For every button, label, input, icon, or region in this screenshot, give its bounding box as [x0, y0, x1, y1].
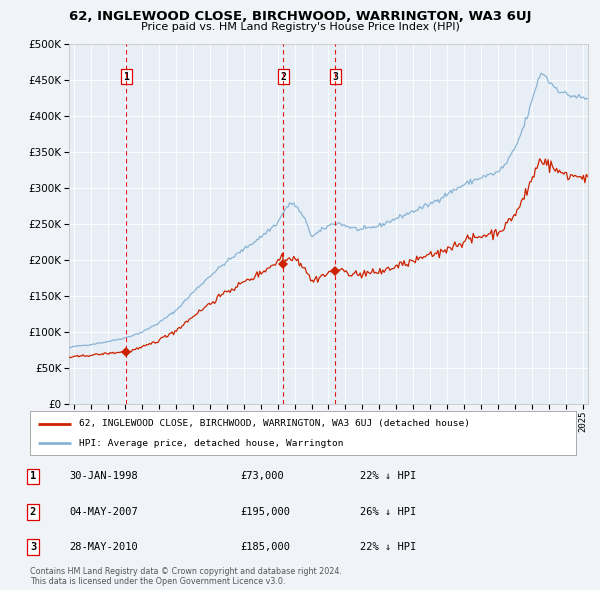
Text: 2: 2: [280, 71, 286, 81]
Text: 3: 3: [332, 71, 338, 81]
Text: 62, INGLEWOOD CLOSE, BIRCHWOOD, WARRINGTON, WA3 6UJ (detached house): 62, INGLEWOOD CLOSE, BIRCHWOOD, WARRINGT…: [79, 419, 470, 428]
Text: 22% ↓ HPI: 22% ↓ HPI: [360, 542, 416, 552]
Text: 2: 2: [30, 507, 36, 517]
Text: 26% ↓ HPI: 26% ↓ HPI: [360, 507, 416, 517]
Text: 22% ↓ HPI: 22% ↓ HPI: [360, 471, 416, 481]
Text: 3: 3: [30, 542, 36, 552]
Text: 30-JAN-1998: 30-JAN-1998: [69, 471, 138, 481]
Text: 28-MAY-2010: 28-MAY-2010: [69, 542, 138, 552]
Text: 1: 1: [30, 471, 36, 481]
Text: £195,000: £195,000: [240, 507, 290, 517]
Text: Contains HM Land Registry data © Crown copyright and database right 2024.
This d: Contains HM Land Registry data © Crown c…: [30, 567, 342, 586]
Text: 1: 1: [124, 71, 129, 81]
Text: HPI: Average price, detached house, Warrington: HPI: Average price, detached house, Warr…: [79, 438, 344, 448]
Text: Price paid vs. HM Land Registry's House Price Index (HPI): Price paid vs. HM Land Registry's House …: [140, 22, 460, 32]
Text: 62, INGLEWOOD CLOSE, BIRCHWOOD, WARRINGTON, WA3 6UJ: 62, INGLEWOOD CLOSE, BIRCHWOOD, WARRINGT…: [69, 10, 531, 23]
Text: £73,000: £73,000: [240, 471, 284, 481]
Text: £185,000: £185,000: [240, 542, 290, 552]
Text: 04-MAY-2007: 04-MAY-2007: [69, 507, 138, 517]
